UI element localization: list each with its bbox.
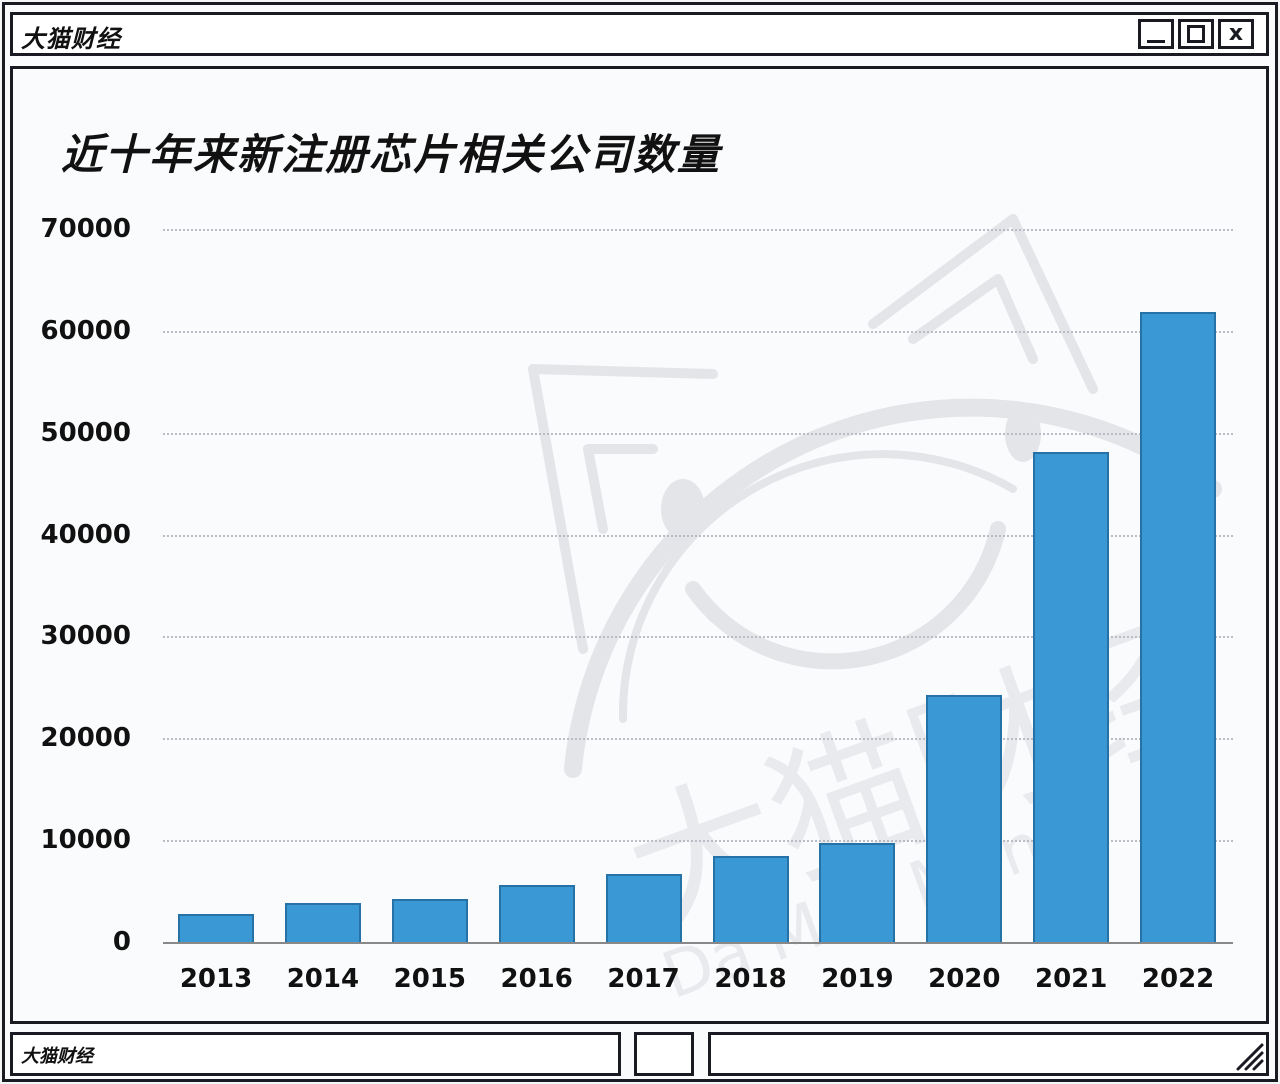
y-axis-tick-label: 40000 <box>40 519 131 550</box>
x-axis-tick-label: 2014 <box>286 964 360 994</box>
x-axis-tick-label: 2020 <box>928 964 1001 994</box>
bar-2016[interactable] <box>498 884 575 942</box>
y-axis-tick-label: 60000 <box>40 315 131 346</box>
x-axis-tick-label: 2018 <box>714 964 787 994</box>
bar-2019[interactable] <box>819 842 896 942</box>
status-bar-brand: 大猫财经 <box>21 1046 93 1067</box>
x-axis-line <box>163 942 1233 944</box>
bar-2022[interactable] <box>1140 312 1217 942</box>
x-axis-tick-label: 2019 <box>821 964 894 994</box>
bar-chart: 0 10000 20000 30000 40000 50000 60000 70000 2013… <box>13 69 1266 1021</box>
status-bar-left: 大猫财经 <box>10 1032 621 1076</box>
chart-title: 近十年来新注册芯片相关公司数量 <box>61 130 722 179</box>
bar-2021[interactable] <box>1033 452 1110 942</box>
close-button[interactable]: x <box>1218 19 1254 49</box>
gridline <box>163 534 1233 537</box>
y-axis-tick-label: 30000 <box>40 621 131 652</box>
y-axis-tick-label: 10000 <box>40 825 131 856</box>
minimize-button[interactable] <box>1138 19 1174 49</box>
bar-2018[interactable] <box>712 856 789 942</box>
bar-2020[interactable] <box>926 694 1003 942</box>
y-axis-tick-label: 0 <box>112 927 131 957</box>
gridline <box>163 229 1233 231</box>
close-icon: x <box>1228 21 1244 46</box>
window-title: 大猫财经 <box>21 25 121 53</box>
gridline <box>163 738 1233 741</box>
x-axis-tick-label: 2013 <box>179 964 253 994</box>
bar-2017[interactable] <box>605 873 682 942</box>
resize-grip-icon[interactable] <box>1226 1033 1266 1073</box>
gridline <box>163 330 1233 333</box>
bar-2015[interactable] <box>391 899 468 942</box>
x-axis-tick-label: 2022 <box>1141 964 1215 994</box>
gridline <box>163 636 1233 639</box>
x-axis-tick-label: 2016 <box>500 964 573 994</box>
status-bar-right <box>708 1032 1269 1076</box>
gridline <box>163 840 1233 843</box>
gridline <box>163 432 1233 435</box>
y-axis-tick-label: 20000 <box>40 723 131 754</box>
chart-panel: 大猫财经 Da Mao Money 近十年来新注册芯片相关公司数量 010000… <box>10 66 1269 1024</box>
maximize-button[interactable] <box>1178 19 1214 49</box>
y-axis-tick-label: 50000 <box>40 417 131 448</box>
status-bar-middle <box>634 1032 694 1076</box>
y-axis-tick-label: 70000 <box>40 214 131 244</box>
maximize-icon <box>1187 25 1205 43</box>
x-axis-tick-label: 2015 <box>393 964 466 994</box>
bar-2013[interactable] <box>178 913 254 942</box>
x-axis-tick-label: 2021 <box>1035 964 1108 994</box>
bar-2014[interactable] <box>284 902 361 942</box>
minimize-icon <box>1147 39 1165 43</box>
title-bar[interactable]: 大猫财经 x <box>10 12 1269 56</box>
x-axis-tick-label: 2017 <box>607 964 680 994</box>
